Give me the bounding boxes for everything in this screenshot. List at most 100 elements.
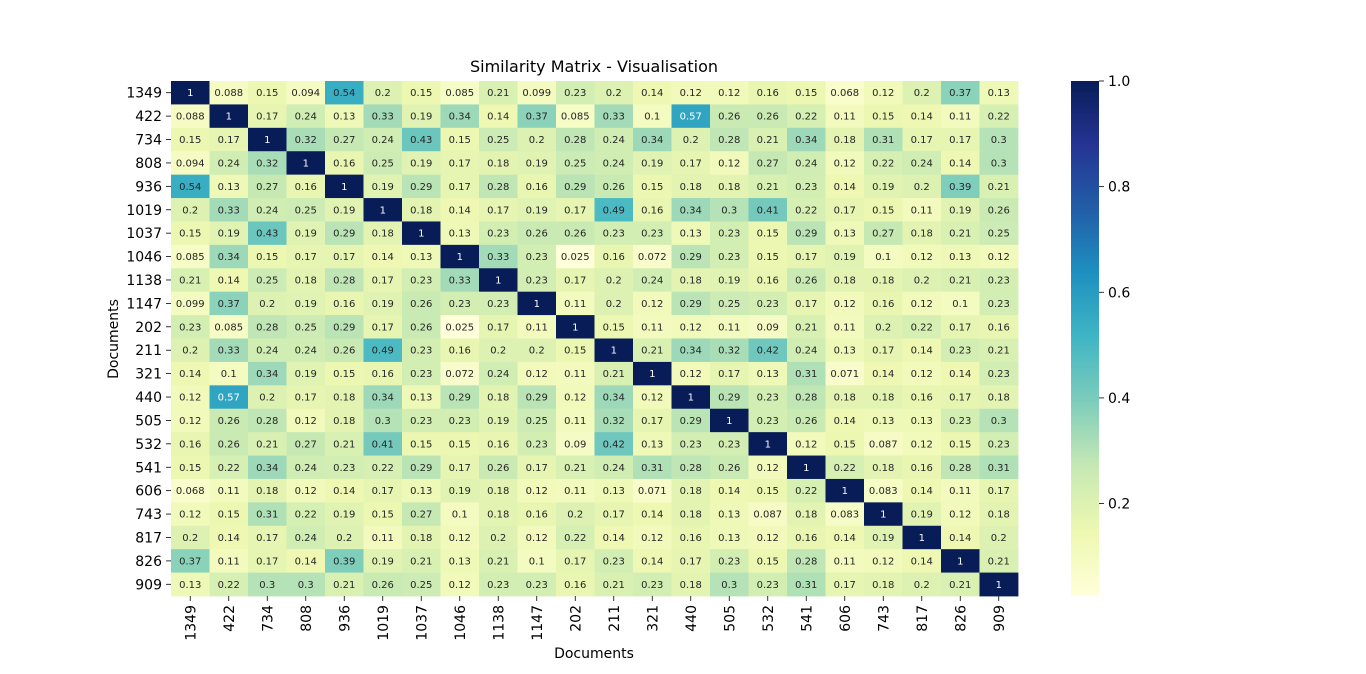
heatmap-cell-value: 0.25 (526, 416, 548, 427)
heatmap-cell (209, 408, 249, 433)
heatmap-cell (825, 502, 865, 527)
heatmap-cell (633, 408, 672, 433)
heatmap-cell (517, 81, 557, 105)
heatmap-cell-value: 0.25 (564, 158, 586, 169)
heatmap-cell (209, 549, 249, 573)
x-tick-label: 826 (953, 605, 969, 632)
heatmap-cell-value: 0.21 (410, 556, 432, 567)
heatmap-cell (363, 291, 403, 316)
heatmap-cell (556, 244, 595, 269)
heatmap-cell-value: 0.27 (872, 229, 894, 240)
heatmap-cell-value: 0.09 (757, 322, 779, 333)
y-tick-label: 734 (135, 133, 162, 149)
colorbar-tick-label: 0.6 (1108, 285, 1130, 301)
heatmap-cell-value: 0.15 (410, 439, 432, 450)
heatmap-cell-value: 0.11 (949, 486, 971, 497)
heatmap-cell-value: 0.3 (991, 158, 1007, 169)
heatmap-cell (479, 315, 518, 339)
heatmap-cell (710, 455, 749, 480)
heatmap-cell (402, 549, 441, 573)
y-tick-label: 1046 (126, 250, 162, 266)
heatmap-cell (941, 315, 980, 339)
heatmap-cell (633, 151, 672, 176)
heatmap-cell-value: 0.34 (680, 346, 702, 357)
heatmap-cell-value: 0.12 (564, 393, 586, 404)
heatmap-cell (363, 221, 403, 246)
heatmap-cell (671, 385, 711, 410)
heatmap-cell (248, 174, 287, 199)
heatmap-cell-value: 0.12 (834, 299, 856, 310)
heatmap-cell (556, 104, 595, 129)
heatmap-cell-value: 0.33 (449, 275, 471, 286)
heatmap-cell (171, 385, 210, 410)
heatmap-cell-value: 0.21 (988, 556, 1010, 567)
heatmap-cell (556, 221, 595, 246)
heatmap-cell-value: 0.17 (256, 112, 278, 123)
heatmap-cell-value: 0.13 (757, 369, 779, 380)
heatmap-cell-value: 0.3 (991, 416, 1007, 427)
heatmap-cell (363, 174, 403, 199)
heatmap-cell (710, 478, 749, 503)
heatmap-cell-value: 0.12 (872, 88, 894, 99)
heatmap-cell (671, 432, 711, 456)
heatmap-cell (710, 549, 749, 573)
heatmap-cell (710, 268, 749, 293)
heatmap-cell-value: 0.16 (911, 463, 933, 474)
heatmap-cell (402, 198, 441, 222)
heatmap-cell (671, 408, 711, 433)
heatmap-cell-value: 0.17 (564, 275, 586, 286)
heatmap-cell (286, 338, 326, 363)
heatmap-cell (941, 432, 980, 456)
heatmap-cell-value: 0.19 (526, 205, 548, 216)
heatmap-cell (710, 525, 749, 550)
heatmap-cell (479, 478, 518, 503)
heatmap-cell-value: 0.23 (179, 322, 201, 333)
heatmap-cell (864, 549, 903, 573)
heatmap-cell-value: 0.34 (372, 393, 394, 404)
heatmap-cell-value: 0.11 (372, 533, 394, 544)
heatmap-cell-value: 1 (534, 299, 540, 310)
heatmap-cell (286, 151, 326, 176)
heatmap-cell-value: 0.13 (603, 486, 625, 497)
heatmap-cell (248, 198, 287, 222)
heatmap-cell-value: 0.11 (218, 486, 240, 497)
heatmap-cell (440, 268, 480, 293)
heatmap-cell-value: 0.37 (218, 299, 240, 310)
heatmap-cell (440, 338, 480, 363)
heatmap-cell (902, 455, 942, 480)
heatmap-cell-value: 0.19 (372, 299, 394, 310)
heatmap-cell (248, 385, 287, 410)
heatmap-cell (979, 338, 1019, 363)
heatmap-cell-value: 0.28 (564, 135, 586, 146)
heatmap-cell-value: 0.2 (490, 346, 506, 357)
heatmap-cell-value: 0.23 (410, 346, 432, 357)
heatmap-cell-value: 0.19 (295, 229, 317, 240)
heatmap-cell (479, 81, 518, 105)
heatmap-cell (594, 549, 634, 573)
y-tick-label: 936 (135, 179, 162, 195)
heatmap-cell-value: 0.3 (298, 580, 314, 591)
y-tick-label: 817 (135, 530, 162, 546)
heatmap-cell (209, 572, 249, 597)
heatmap-cell (825, 221, 865, 246)
heatmap-cell (209, 151, 249, 176)
heatmap-cell-value: 0.18 (834, 275, 856, 286)
heatmap-cell-value: 0.16 (449, 346, 471, 357)
heatmap-cell (710, 291, 749, 316)
heatmap-cell-value: 0.21 (949, 275, 971, 286)
x-tick-label: 606 (838, 605, 854, 632)
heatmap-cell (209, 455, 249, 480)
heatmap-cell-value: 0.24 (795, 158, 817, 169)
heatmap-cell-value: 0.16 (757, 88, 779, 99)
heatmap-cell-value: 0.15 (218, 510, 240, 521)
heatmap-cell (594, 525, 634, 550)
heatmap-cell-value: 0.21 (988, 182, 1010, 193)
heatmap-cell-value: 0.2 (259, 299, 275, 310)
heatmap-cell-value: 0.21 (179, 275, 201, 286)
heatmap-cell (941, 244, 980, 269)
y-tick-label: 826 (135, 554, 162, 570)
heatmap-cell-value: 0.17 (256, 556, 278, 567)
heatmap-cell-value: 0.37 (949, 88, 971, 99)
heatmap-cell (209, 221, 249, 246)
heatmap-cell-value: 0.24 (641, 275, 663, 286)
